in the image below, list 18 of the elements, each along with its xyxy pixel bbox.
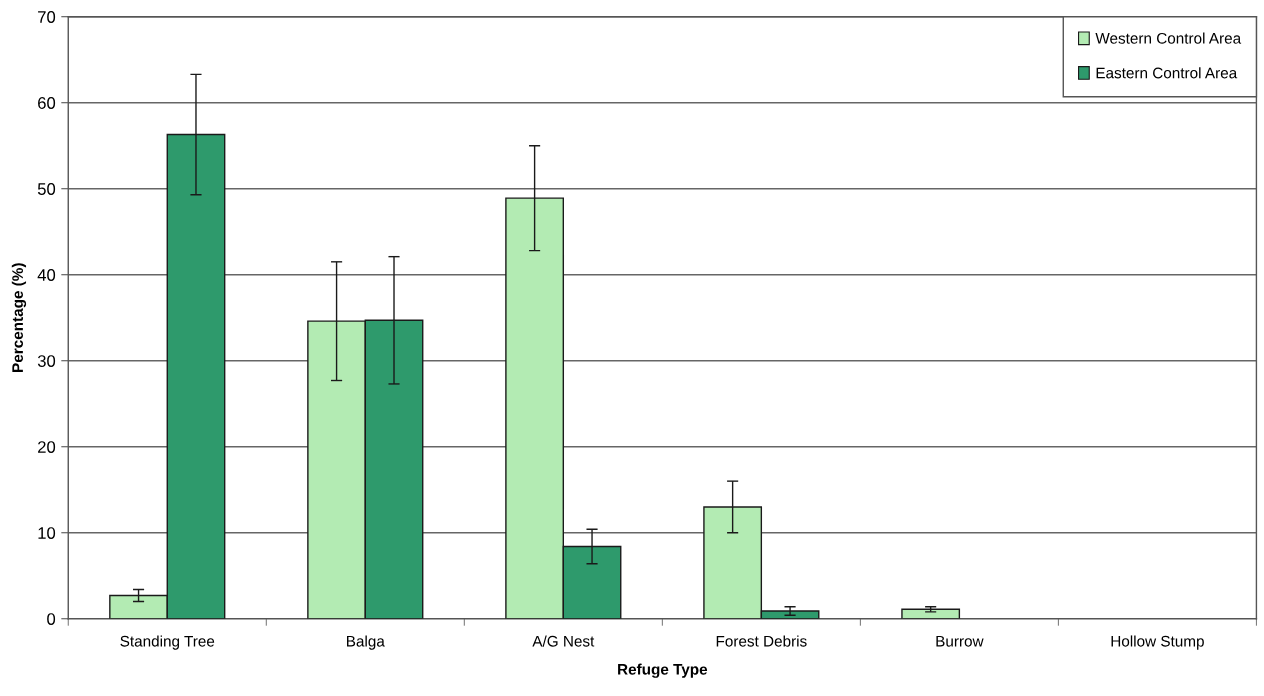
x-tick-label: Burrow [936,635,984,647]
x-tick-label: Standing Tree [120,635,215,650]
y-tick-label: 70 [38,11,56,23]
x-tick-label: A/G Nest [532,635,595,647]
y-tick-label: 0 [47,613,56,625]
y-axis-title: Percentage (%) [11,263,27,372]
x-axis-title: Refuge Type [618,663,708,678]
x-tick-label: Balga [347,635,385,650]
y-tick-label: 10 [38,527,56,539]
x-tick-label: Forest Debris [716,635,807,647]
y-tick-label: 40 [37,269,56,281]
y-tick-label: 30 [37,355,56,367]
y-tick-label: 50 [37,183,56,195]
y-tick-label: 60 [38,97,56,109]
legend-label: Western Control Area [1095,32,1242,44]
legend-label: Eastern Control Area [1096,67,1238,79]
x-tick-label: Hollow Stump [1111,635,1204,650]
y-tick-label: 20 [38,441,56,453]
